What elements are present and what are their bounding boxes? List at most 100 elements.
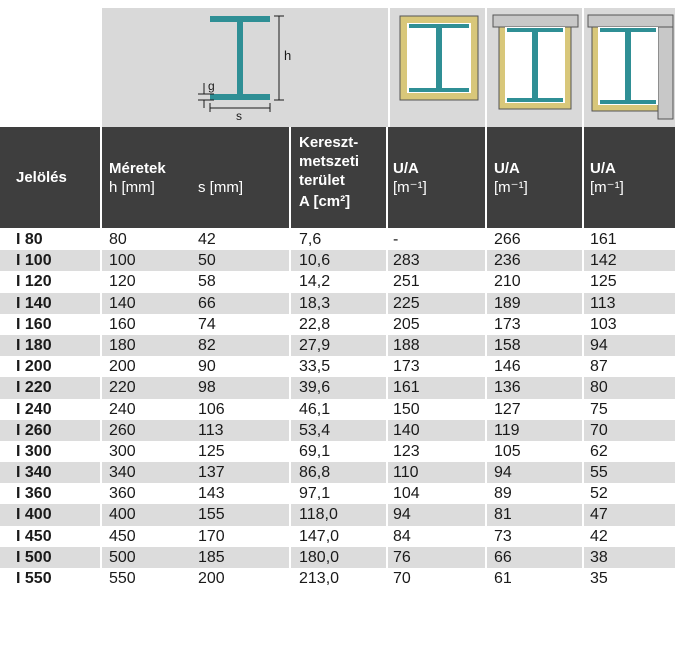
cell-h: 200 xyxy=(109,358,136,376)
column-divider xyxy=(289,377,291,399)
cell-ua-2: 189 xyxy=(494,294,521,312)
cell-jeloles: I 400 xyxy=(16,506,52,524)
cell-jeloles: I 160 xyxy=(16,315,52,333)
cell-ua-2: 136 xyxy=(494,379,521,397)
cell-jeloles: I 500 xyxy=(16,548,52,566)
cell-h: 500 xyxy=(109,548,136,566)
column-divider xyxy=(485,398,487,420)
column-divider xyxy=(289,419,291,441)
column-divider xyxy=(100,504,102,526)
cell-ua-3: 42 xyxy=(590,527,608,545)
column-divider xyxy=(289,398,291,420)
column-divider xyxy=(100,440,102,463)
column-divider xyxy=(485,356,487,378)
header-divider-5 xyxy=(582,127,584,228)
cell-ua-1: 225 xyxy=(393,294,420,312)
cell-h: 550 xyxy=(109,570,136,587)
cell-ua-1: 104 xyxy=(393,485,420,503)
column-divider xyxy=(485,250,487,272)
box-encased-3-sides-svg xyxy=(492,14,579,110)
header-ua-1-unit: [m⁻¹] xyxy=(393,179,427,196)
column-divider xyxy=(485,568,487,590)
cell-ua-3: 35 xyxy=(590,570,608,587)
header-jeloles: Jelölés xyxy=(16,169,67,186)
cell-ua-3: 87 xyxy=(590,358,608,376)
cell-ua-2: 61 xyxy=(494,570,512,587)
cell-h: 300 xyxy=(109,442,136,460)
column-divider xyxy=(289,334,291,357)
table-row: I 160 160 74 22,8 205 173 103 xyxy=(0,313,675,335)
cell-s: 98 xyxy=(198,379,216,397)
table-row: I 80 80 42 7,6 - 266 161 xyxy=(0,229,675,251)
cell-ua-3: 125 xyxy=(590,273,617,291)
cell-ua-2: 236 xyxy=(494,252,521,270)
cell-s: 137 xyxy=(198,464,225,482)
ibeam-shape xyxy=(210,16,270,100)
column-divider xyxy=(582,419,584,441)
cell-area: 213,0 xyxy=(299,570,340,587)
table-row: I 240 240 106 46,1 150 127 75 xyxy=(0,398,675,420)
cell-ua-1: 173 xyxy=(393,358,420,376)
column-divider xyxy=(289,313,291,335)
cell-jeloles: I 240 xyxy=(16,400,52,418)
cell-ua-2: 73 xyxy=(494,527,512,545)
cell-s: 143 xyxy=(198,485,225,503)
header-ua-3-unit: [m⁻¹] xyxy=(590,179,624,196)
column-divider xyxy=(289,462,291,484)
table-row: I 400 400 155 118,0 94 81 47 xyxy=(0,504,675,526)
cell-h: 260 xyxy=(109,421,136,439)
cell-ua-2: 94 xyxy=(494,464,512,482)
cell-area: 118,0 xyxy=(299,506,338,524)
header-h-mm: h [mm] xyxy=(109,179,155,196)
ibeam-dimension-diagram: h g s xyxy=(102,8,388,127)
cell-ua-3: 55 xyxy=(590,464,608,482)
column-divider xyxy=(386,356,388,378)
table-row: I 100 100 50 10,6 283 236 142 xyxy=(0,250,675,272)
column-divider xyxy=(386,462,388,484)
icon-box-encased-4-sides xyxy=(390,8,485,127)
column-divider xyxy=(485,546,487,568)
cell-s: 200 xyxy=(198,570,225,587)
table-row: I 180 180 82 27,9 188 158 94 xyxy=(0,334,675,357)
header-divider-1 xyxy=(100,127,102,228)
column-divider xyxy=(485,377,487,399)
cell-area: 86,8 xyxy=(299,464,331,482)
cell-h: 160 xyxy=(109,315,136,333)
column-divider xyxy=(386,483,388,505)
column-divider xyxy=(485,525,487,547)
column-divider xyxy=(582,525,584,547)
cell-ua-2: 81 xyxy=(494,506,512,524)
header-divider-3 xyxy=(386,127,388,228)
dim-label-g: g xyxy=(208,79,215,93)
table-row: I 500 500 185 180,0 76 66 38 xyxy=(0,546,675,568)
cell-h: 140 xyxy=(109,294,136,312)
cell-ua-3: 94 xyxy=(590,336,608,354)
column-divider xyxy=(582,504,584,526)
icon-corner-encased-2-sides xyxy=(584,8,675,127)
header-ua-2-unit: [m⁻¹] xyxy=(494,179,528,196)
column-divider xyxy=(386,568,388,590)
cell-ua-2: 105 xyxy=(494,442,521,460)
table-row: I 120 120 58 14,2 251 210 125 xyxy=(0,271,675,293)
cell-ua-1: 205 xyxy=(393,315,420,333)
header-kereszt-3: terület xyxy=(299,172,345,189)
cell-jeloles: I 200 xyxy=(16,358,52,376)
cell-ua-3: 38 xyxy=(590,548,608,566)
column-divider xyxy=(100,229,102,251)
column-divider xyxy=(582,462,584,484)
header-ua-1-label: U/A xyxy=(393,160,419,177)
cell-ua-3: 113 xyxy=(590,294,616,312)
cell-h: 180 xyxy=(109,336,136,354)
cell-jeloles: I 120 xyxy=(16,273,52,291)
cell-ua-3: 70 xyxy=(590,421,608,439)
cell-area: 27,9 xyxy=(299,336,331,354)
cell-s: 170 xyxy=(198,527,225,545)
column-divider xyxy=(100,334,102,357)
cell-area: 33,5 xyxy=(299,358,331,376)
cell-ua-2: 66 xyxy=(494,548,512,566)
column-divider xyxy=(582,568,584,590)
illustration-strip: h g s xyxy=(102,8,675,127)
cell-s: 155 xyxy=(198,506,225,524)
column-divider xyxy=(485,292,487,314)
cell-h: 120 xyxy=(109,273,136,291)
